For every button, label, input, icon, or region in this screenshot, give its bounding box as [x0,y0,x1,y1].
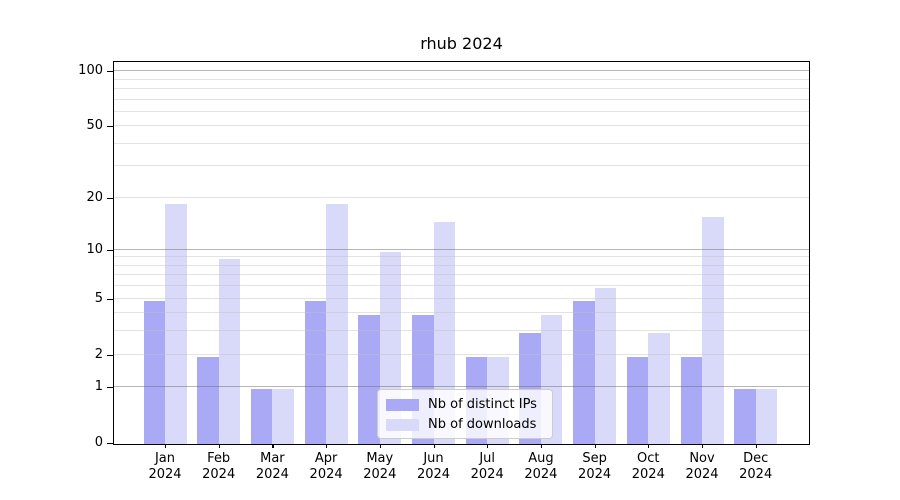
bar-nb-of-downloads-dec [755,389,778,445]
bar-nb-of-distinct-ips-sep [573,300,595,445]
x-tick-nov [702,442,704,448]
gridline-minor-7 [113,274,810,276]
gridline-minor-4 [113,312,810,314]
x-tick-label-dec: Dec 2024 [739,451,773,482]
gridline-major-1 [113,386,810,388]
x-tick-label-jul: Jul 2024 [470,451,504,482]
bar-nb-of-distinct-ips-mar [250,389,273,445]
x-tick-label-nov: Nov 2024 [685,451,719,482]
y-tick-50 [107,126,113,128]
y-tick-10 [107,249,113,251]
x-tick-jun [433,442,435,448]
x-tick-sep [594,442,596,448]
gridline-minor-20 [113,196,810,198]
legend-swatch-distinct-ips [386,398,419,411]
x-tick-feb [218,442,220,448]
x-tick-dec [755,442,757,448]
x-tick-label-oct: Oct 2024 [631,451,665,482]
x-tick-may [379,442,381,448]
gridline-minor-30 [113,165,810,167]
gridline-minor-9 [113,256,810,258]
bar-nb-of-downloads-feb [218,259,241,445]
bar-nb-of-distinct-ips-jan [143,300,165,445]
x-tick-label-jan: Jan 2024 [148,451,182,482]
x-tick-label-aug: Aug 2024 [524,451,558,482]
y-tick-100 [107,71,113,73]
plot-inner [113,61,810,445]
y-tick-label-10: 10 [86,241,103,257]
legend-label-downloads: Nb of downloads [428,417,537,432]
y-tick-1 [107,387,113,389]
gridline-minor-90 [113,78,810,80]
gridline-minor-70 [113,98,810,100]
gridline-minor-60 [113,110,810,112]
bar-nb-of-distinct-ips-dec [734,389,756,445]
gridline-minor-5 [113,297,810,299]
gridline-major-10 [113,248,810,250]
bar-nb-of-distinct-ips-nov [680,356,702,445]
y-tick-20 [107,197,113,199]
y-tick-label-2: 2 [94,346,103,362]
gridline-minor-80 [113,87,810,89]
x-tick-label-apr: Apr 2024 [309,451,343,482]
x-tick-label-may: May 2024 [363,451,397,482]
bar-nb-of-distinct-ips-may [358,315,380,445]
y-tick-label-5: 5 [94,290,103,306]
x-tick-label-feb: Feb 2024 [202,451,236,482]
bar-nb-of-downloads-apr [326,203,348,445]
x-tick-oct [648,442,650,448]
y-tick-label-20: 20 [86,189,103,205]
y-tick-label-50: 50 [86,118,103,134]
chart-title: rhub 2024 [420,34,503,53]
y-tick-label-100: 100 [78,63,103,78]
legend-item-downloads: Nb of downloads [386,417,542,432]
legend: Nb of distinct IPs Nb of downloads [377,389,553,439]
bar-nb-of-downloads-jan [165,203,187,445]
gridline-minor-8 [113,264,810,266]
bar-nb-of-downloads-oct [648,333,670,445]
plot-area: Nb of distinct IPs Nb of downloads [107,61,810,448]
gridline-major-100 [113,70,810,71]
bar-nb-of-distinct-ips-apr [304,300,327,445]
x-tick-label-sep: Sep 2024 [578,451,612,482]
x-tick-jul [487,442,489,448]
legend-label-distinct-ips: Nb of distinct IPs [428,397,537,412]
x-tick-aug [540,442,543,448]
legend-item-distinct-ips: Nb of distinct IPs [386,397,542,412]
gridline-minor-2 [113,353,810,355]
x-tick-mar [272,442,274,448]
y-tick-2 [107,354,113,356]
gridline-minor-40 [113,142,810,144]
x-tick-apr [326,442,328,448]
y-tick-5 [107,298,113,300]
bar-nb-of-distinct-ips-oct [626,356,649,445]
bar-nb-of-downloads-mar [272,389,294,445]
gridline-minor-50 [113,125,810,127]
gridline-minor-6 [113,285,810,287]
y-tick-label-1: 1 [94,379,103,395]
x-tick-jan [165,442,167,448]
bar-nb-of-downloads-sep [594,288,617,445]
bar-nb-of-downloads-nov [702,216,724,445]
gridline-minor-3 [113,330,810,332]
legend-swatch-downloads [386,418,419,431]
x-tick-label-mar: Mar 2024 [255,451,289,482]
y-tick-label-0: 0 [94,435,103,450]
bar-nb-of-distinct-ips-feb [197,356,219,445]
x-tick-label-jun: Jun 2024 [416,451,451,482]
y-tick-0 [107,443,113,445]
